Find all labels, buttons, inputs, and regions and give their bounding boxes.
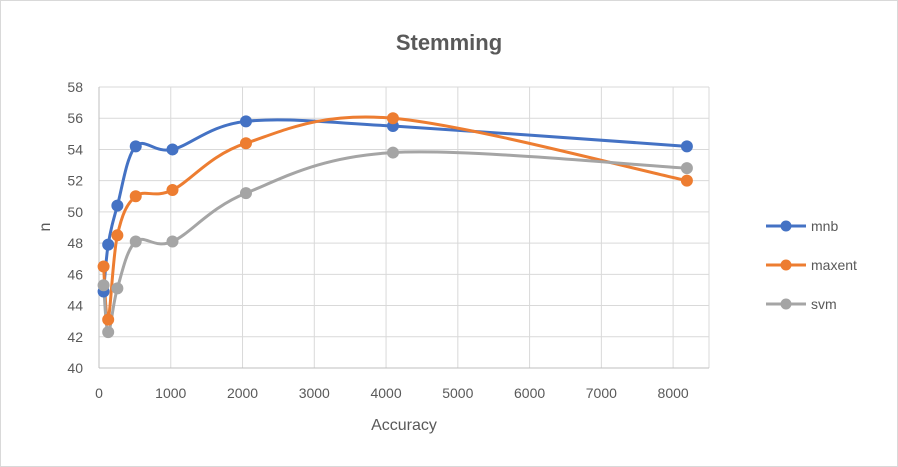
x-tick-label: 6000 [514,385,545,401]
data-point-mnb [111,199,124,212]
y-tick-label: 54 [67,141,83,157]
legend-marker-maxent [780,259,792,271]
x-tick-label: 4000 [370,385,401,401]
axes: 40 42 44 46 48 50 52 54 56 58 0 1000 2000 3000 4000 500… [67,79,709,401]
x-tick-label: 3000 [299,385,330,401]
data-point-svm [386,146,399,159]
data-point-maxent [239,137,252,150]
y-tick-label: 50 [67,204,83,220]
data-point-svm [129,235,142,248]
data-point-svm [102,326,115,339]
data-point-maxent [166,184,179,197]
x-axis-label: Accuracy [371,417,437,434]
data-point-svm [97,279,110,292]
data-point-maxent [111,229,124,242]
x-tick-label: 7000 [586,385,617,401]
data-point-mnb [102,238,115,251]
y-tick-label: 48 [67,235,83,251]
data-point-mnb [680,140,693,153]
grid [99,86,710,368]
data-point-maxent [102,313,115,326]
data-point-svm [680,162,693,175]
x-tick-label: 8000 [658,385,689,401]
legend-label-svm: svm [811,296,837,312]
y-tick-label: 44 [67,298,83,314]
y-tick-label: 42 [67,329,83,345]
y-axis-label: n [37,223,54,232]
y-tick-label: 40 [67,360,83,376]
legend-label-maxent: maxent [811,257,857,273]
x-tick-label: 2000 [227,385,258,401]
legend-marker-mnb [780,220,792,232]
y-tick-label: 56 [67,110,83,126]
data-point-svm [111,282,124,295]
data-point-mnb [129,140,142,153]
x-tick-label: 5000 [442,385,473,401]
series-line-mnb [102,118,687,292]
data-point-maxent [97,260,110,273]
data-point-mnb [239,115,252,128]
series-points [97,112,693,339]
x-tick-label: 0 [95,385,103,401]
y-tick-label: 52 [67,173,83,189]
legend: mnb maxent svm [766,218,857,312]
data-point-svm [166,235,179,248]
data-point-maxent [386,112,399,125]
chart-title: Stemming [396,30,502,55]
x-tick-label: 1000 [155,385,186,401]
data-point-mnb [166,143,179,156]
data-point-svm [239,187,252,200]
y-tick-label: 58 [67,79,83,95]
series-line-maxent [102,115,688,322]
data-point-maxent [680,174,693,187]
y-tick-label: 46 [67,266,83,282]
legend-marker-svm [780,298,792,310]
legend-label-mnb: mnb [811,218,838,234]
data-point-maxent [129,190,142,203]
